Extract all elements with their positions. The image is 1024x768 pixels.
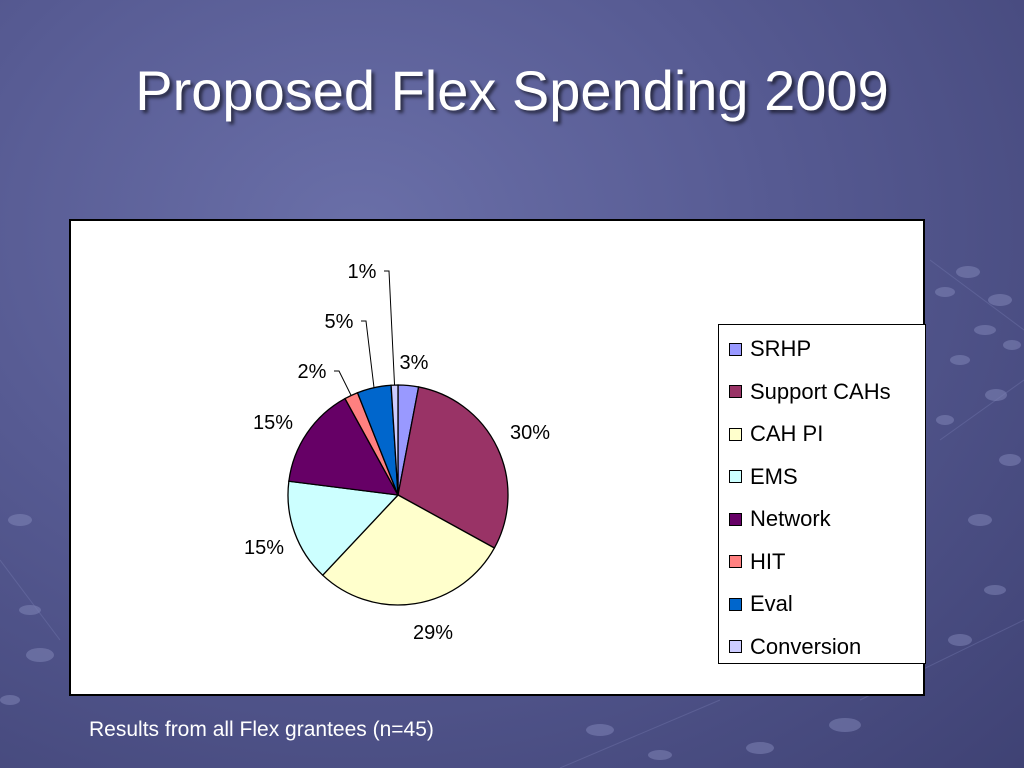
legend-swatch [729,342,742,356]
legend-label: Support CAHs [750,378,891,404]
legend-label: SRHP [750,336,812,361]
pie-slice-cah-pi [321,494,496,606]
legend-item: Conversion [729,633,862,659]
pie-data-label: 15% [244,537,284,559]
legend-label: CAH PI [750,421,824,446]
legend-item: Eval [729,591,793,616]
pie-slice-ems [287,480,400,577]
legend-swatch [729,427,742,441]
pie-data-label: 1% [348,261,377,283]
legend-label: Network [750,506,831,531]
pie-slice-support-cahs [397,386,509,549]
legend-swatch [729,512,742,526]
label-leader-line [361,320,375,388]
pie-data-label: 3% [400,352,429,374]
legend-label: Conversion [750,633,862,659]
chart-frame: 3% 30% 29% 15% 15% 2% 5% 1% SRHP Support CAHs CAH… [69,219,926,696]
slide-caption: Results from all Flex grantees (n=45) [89,718,434,741]
legend-swatch [729,597,742,611]
label-leader-line [384,270,396,386]
pie-data-label: 30% [510,422,550,444]
legend-item: HIT [729,548,786,574]
legend-swatch [729,470,742,483]
legend-swatch [729,640,742,653]
pie-slice-network [288,397,400,496]
slide-title: Proposed Flex Spending 2009 [135,59,889,122]
pie-data-label: 15% [253,412,293,434]
pie-data-label: 5% [325,311,354,333]
legend-item: Network [729,506,831,531]
legend-item: EMS [729,463,798,489]
legend-item: SRHP [729,336,812,361]
chart-legend: SRHP Support CAHs CAH PI EMS Network HIT Eval C… [718,324,926,664]
legend-label: EMS [750,463,798,489]
pie-chart: 3% 30% 29% 15% 15% 2% 5% 1% [244,261,550,644]
legend-label: Eval [750,591,793,616]
pie-data-label: 2% [298,361,327,383]
legend-swatch [729,385,742,398]
legend-item: Support CAHs [729,378,891,404]
legend-swatch [729,555,742,568]
legend-item: CAH PI [729,421,824,446]
pie-data-label: 29% [413,622,453,644]
label-leader-line [334,370,352,396]
legend-label: HIT [750,548,786,574]
